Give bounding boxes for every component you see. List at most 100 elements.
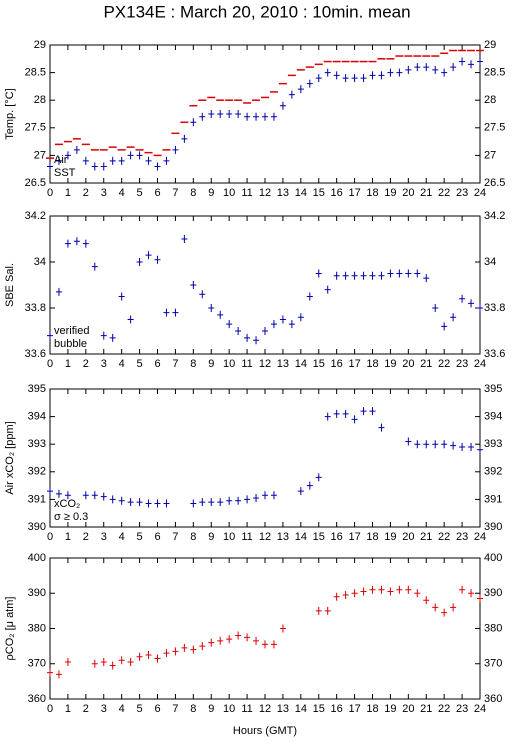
data-point [181, 235, 188, 243]
data-point [405, 585, 412, 594]
x-tick-label: 11 [241, 187, 252, 199]
x-tick-label: 21 [420, 703, 432, 715]
data-point [136, 498, 143, 507]
data-point [270, 491, 277, 500]
y-tick-label: 393 [28, 438, 46, 450]
data-point [378, 423, 385, 432]
x-tick-label: 9 [208, 358, 214, 370]
data-point [387, 269, 394, 278]
y-tick-label-right: 390 [484, 587, 502, 599]
data-point [64, 491, 71, 500]
data-point [100, 492, 107, 501]
data-point [459, 442, 466, 451]
data-point [262, 640, 268, 649]
data-point [127, 657, 134, 666]
y-tick-label-right: 391 [484, 493, 502, 505]
x-tick-label: 13 [277, 703, 289, 715]
x-tick-label: 21 [420, 358, 432, 370]
x-axis-label: Hours (GMT) [233, 725, 297, 737]
data-point [306, 79, 313, 88]
data-point [208, 110, 215, 118]
data-point [333, 592, 340, 601]
data-point [468, 60, 475, 69]
data-point [324, 68, 331, 77]
data-point [136, 258, 143, 266]
x-tick-label: 3 [101, 358, 107, 370]
data-point [47, 487, 53, 496]
data-point [262, 327, 268, 335]
y-tick-label: 391 [28, 493, 46, 505]
data-point [297, 313, 304, 322]
data-point [378, 71, 385, 80]
y-tick-label-right: 392 [484, 466, 502, 478]
figure-title: PX134E : March 20, 2010 : 10min. mean [103, 2, 410, 21]
x-tick-label: 10 [223, 187, 235, 199]
x-tick-label: 9 [208, 531, 214, 543]
data-point [333, 409, 340, 418]
data-point [423, 596, 430, 605]
x-tick-label: 8 [190, 187, 196, 199]
x-tick-label: 5 [137, 358, 143, 370]
data-point [109, 495, 116, 504]
y-tick-label-right: 34.2 [484, 210, 505, 222]
data-point [82, 491, 89, 500]
x-tick-label: 0 [47, 358, 53, 370]
data-point [127, 151, 134, 160]
x-tick-label: 15 [313, 703, 325, 715]
x-tick-label: 18 [366, 187, 378, 199]
x-tick-label: 20 [402, 703, 414, 715]
x-tick-label: 20 [402, 531, 414, 543]
data-point [405, 65, 412, 74]
x-tick-label: 18 [366, 531, 378, 543]
x-tick-label: 16 [331, 703, 343, 715]
data-point [270, 640, 277, 649]
x-tick-label: 22 [438, 187, 450, 199]
data-point [468, 299, 475, 308]
data-point [450, 603, 457, 612]
x-tick-label: 16 [331, 531, 343, 543]
data-point [55, 489, 62, 498]
y-tick-label: 29 [34, 39, 46, 51]
data-point [208, 638, 215, 647]
annotation: bubble [54, 338, 87, 350]
data-point [306, 292, 313, 301]
data-point [163, 308, 170, 317]
data-point [405, 269, 412, 278]
x-tick-label: 1 [65, 531, 71, 543]
y-tick-label-right: 34 [484, 256, 496, 268]
data-point [109, 156, 116, 165]
x-tick-label: 16 [331, 187, 343, 199]
y-tick-label-right: 27.5 [484, 122, 505, 134]
data-point [100, 162, 107, 171]
x-tick-label: 19 [384, 358, 396, 370]
y-tick-label-right: 400 [484, 552, 502, 564]
data-point [73, 145, 80, 154]
data-point [360, 271, 367, 280]
x-tick-label: 2 [83, 703, 89, 715]
data-point [315, 473, 322, 482]
x-tick-label: 5 [137, 703, 143, 715]
y-tick-label: 392 [28, 466, 46, 478]
legend-label: xCO₂ [54, 498, 80, 510]
x-tick-label: 15 [313, 187, 325, 199]
data-point [333, 71, 340, 80]
data-point [369, 407, 376, 416]
x-tick-label: 14 [295, 358, 307, 370]
x-tick-label: 19 [384, 703, 396, 715]
data-point [100, 657, 107, 666]
x-tick-label: 11 [241, 703, 252, 715]
x-tick-label: 3 [101, 531, 107, 543]
data-point [253, 494, 260, 503]
x-tick-label: 12 [259, 531, 271, 543]
x-tick-label: 17 [348, 531, 360, 543]
x-tick-label: 8 [190, 703, 196, 715]
x-tick-label: 23 [456, 531, 468, 543]
x-tick-label: 22 [438, 358, 450, 370]
x-tick-label: 9 [208, 187, 214, 199]
data-point [73, 237, 80, 246]
data-point [118, 156, 125, 165]
data-point [154, 499, 161, 508]
data-point [127, 498, 134, 507]
data-point [315, 606, 322, 615]
legend-label: SST [54, 167, 76, 179]
